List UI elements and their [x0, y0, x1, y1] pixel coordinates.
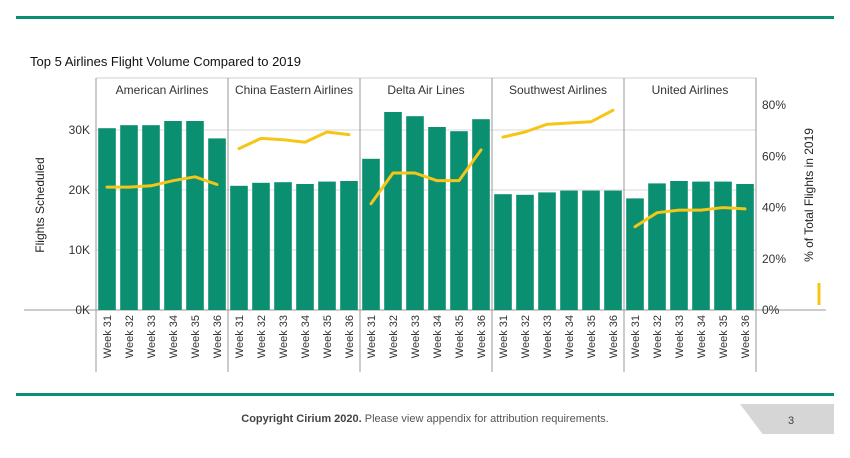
y-axis-label: Flights Scheduled [33, 157, 47, 252]
bar [582, 190, 600, 310]
y2-tick-label: 80% [762, 98, 786, 112]
x-tick-label: Week 36 [344, 315, 356, 358]
x-tick-label: Week 35 [718, 315, 730, 358]
bar [560, 190, 578, 310]
y-tick-label: 20K [69, 183, 90, 197]
x-tick-label: Week 31 [630, 315, 642, 358]
x-tick-label: Week 36 [212, 315, 224, 358]
bar [230, 185, 248, 310]
page-tab [740, 404, 834, 434]
x-tick-label: Week 31 [234, 315, 246, 358]
x-tick-label: Week 32 [652, 315, 664, 358]
bar [274, 182, 292, 310]
x-tick-label: Week 35 [322, 315, 334, 358]
x-tick-label: Week 35 [586, 315, 598, 358]
x-tick-label: Week 33 [146, 315, 158, 358]
bar [252, 182, 270, 310]
panel-header-label: Southwest Airlines [509, 83, 607, 97]
bar [384, 112, 402, 310]
x-tick-label: Week 36 [476, 315, 488, 358]
x-tick-label: Week 33 [542, 315, 554, 358]
x-tick-label: Week 34 [432, 315, 444, 358]
bar [406, 116, 424, 310]
bar [318, 181, 336, 310]
copyright-text: Copyright Cirium 2020. [241, 413, 362, 425]
x-tick-label: Week 36 [608, 315, 620, 358]
bar [626, 198, 644, 310]
pct-line-3 [369, 148, 483, 206]
x-tick-label: Week 33 [410, 315, 422, 358]
pct-line-1 [105, 175, 219, 189]
x-tick-label: Week 36 [740, 315, 752, 358]
x-tick-label: Week 35 [190, 315, 202, 358]
bar [340, 181, 358, 310]
bar [472, 119, 490, 310]
x-tick-label: Week 34 [300, 315, 312, 358]
panel-header-label: Delta Air Lines [387, 83, 464, 97]
y2-tick-label: 20% [762, 252, 786, 266]
bar [516, 194, 534, 310]
y-tick-label: 10K [69, 243, 90, 257]
pct-line-2 [237, 130, 351, 151]
bar [142, 125, 160, 310]
bar [604, 190, 622, 310]
bar [98, 128, 116, 310]
pct-line-5 [633, 206, 747, 229]
x-tick-label: Week 34 [168, 315, 180, 358]
bar [648, 183, 666, 310]
y-tick-label: 30K [69, 123, 90, 137]
x-tick-label: Week 31 [102, 315, 114, 358]
footer: Copyright Cirium 2020. Please view appen… [0, 413, 850, 425]
x-tick-label: Week 31 [366, 315, 378, 358]
bar [120, 125, 138, 310]
bar [164, 121, 182, 310]
y2-tick-label: 60% [762, 149, 786, 163]
x-tick-label: Week 33 [278, 315, 290, 358]
bar [208, 138, 226, 310]
x-tick-label: Week 35 [454, 315, 466, 358]
bar [494, 194, 512, 310]
x-tick-label: Week 32 [124, 315, 136, 358]
x-tick-label: Week 32 [388, 315, 400, 358]
x-tick-label: Week 33 [674, 315, 686, 358]
bar [362, 158, 380, 310]
x-tick-label: Week 32 [520, 315, 532, 358]
bar [714, 181, 732, 310]
y2-tick-label: 40% [762, 201, 786, 215]
x-tick-label: Week 34 [564, 315, 576, 358]
y2-axis-label: % of Total Flights in 2019 [802, 128, 816, 262]
chart-title: Top 5 Airlines Flight Volume Compared to… [30, 54, 301, 69]
bar [450, 131, 468, 310]
y-tick-label: 0K [75, 303, 90, 317]
panel-header-label: United Airlines [652, 83, 729, 97]
attribution-note: Please view appendix for attribution req… [361, 413, 609, 425]
bar [428, 127, 446, 310]
header-rule [16, 16, 834, 19]
x-tick-label: Week 32 [256, 315, 268, 358]
bar [736, 184, 754, 310]
footer-rule [16, 393, 834, 396]
bar [296, 184, 314, 310]
panel-header-label: American Airlines [116, 83, 209, 97]
x-tick-label: Week 34 [696, 315, 708, 358]
pct-line-4 [501, 108, 615, 139]
bar [692, 181, 710, 310]
bar [186, 121, 204, 310]
y2-tick-label: 0% [762, 303, 780, 317]
page-number: 3 [788, 415, 795, 427]
bar [538, 192, 556, 310]
bar [670, 181, 688, 310]
panel-header-label: China Eastern Airlines [235, 83, 353, 97]
chart: 0K 10K 20K 30K 0% 20% 40% 60% 80% Flights Schedul… [24, 77, 826, 372]
x-tick-label: Week 31 [498, 315, 510, 358]
